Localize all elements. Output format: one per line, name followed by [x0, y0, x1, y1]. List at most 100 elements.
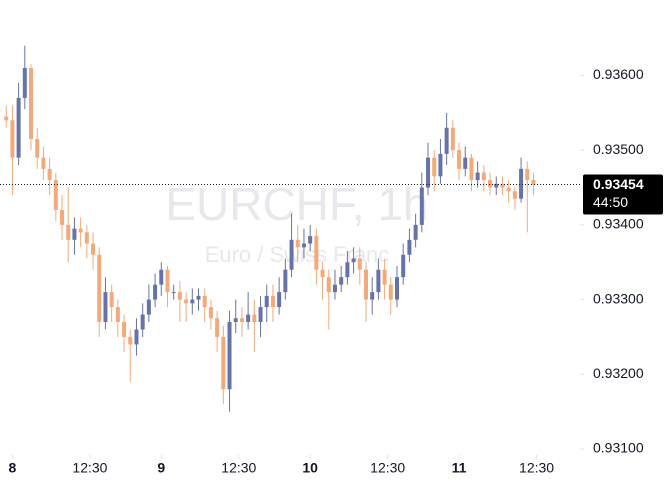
candle-body: [264, 295, 269, 308]
candle-body: [320, 269, 325, 278]
candle-body: [171, 292, 176, 294]
candle-body: [165, 269, 170, 293]
candle-body: [370, 292, 375, 300]
candle-body: [357, 258, 362, 270]
candle-body: [531, 180, 536, 185]
candle-body: [295, 239, 300, 248]
candle-body: [153, 284, 158, 300]
candle-body: [159, 269, 164, 285]
candle-body: [475, 172, 480, 181]
candle-body: [395, 277, 400, 300]
candle-body: [457, 150, 462, 169]
candle-body: [444, 127, 449, 154]
candle-body: [419, 187, 424, 225]
candle-body: [326, 277, 331, 293]
x-tick-label: 12:30: [221, 460, 256, 476]
candle-body: [140, 314, 145, 330]
candle-body: [97, 254, 102, 323]
candle-body: [41, 157, 46, 169]
candle-body: [109, 292, 114, 308]
candle-body: [512, 191, 517, 199]
candle-body: [122, 322, 127, 337]
x-tick-label: 10: [302, 460, 318, 476]
candle-body: [134, 329, 139, 345]
candle-body: [196, 295, 201, 300]
x-tick-label: 12:30: [72, 460, 107, 476]
candle-body: [227, 322, 232, 390]
candle-body: [401, 254, 406, 278]
candle-body: [413, 224, 418, 240]
candle-body: [246, 314, 251, 323]
watermark-title: EURCHF, 1h: [165, 178, 428, 230]
candle-body: [314, 236, 319, 270]
candle-body: [450, 127, 455, 151]
y-tick-label: 0.93500: [593, 141, 644, 157]
candle-body: [345, 262, 350, 278]
candle-body: [258, 307, 263, 323]
candle-body: [500, 183, 505, 188]
candle-body: [84, 232, 89, 244]
x-tick-label: 8: [9, 460, 17, 476]
y-tick-label: 0.93600: [593, 66, 644, 82]
candle-body: [35, 138, 40, 158]
y-tick-label: 0.93400: [593, 216, 644, 232]
candle-body: [16, 97, 21, 158]
candle-body: [426, 157, 431, 188]
candle-body: [22, 67, 27, 98]
candle-body: [72, 228, 77, 240]
y-tick-label: 0.93300: [593, 290, 644, 306]
candle-body: [78, 228, 83, 233]
candle-body: [208, 307, 213, 319]
candle-body: [277, 292, 282, 308]
candle-body: [177, 292, 182, 300]
candle-body: [270, 295, 275, 308]
candle-body: [388, 284, 393, 300]
candle-body: [351, 258, 356, 263]
y-tick-label: 0.93100: [593, 440, 644, 456]
last-price-box: [583, 174, 663, 215]
candle-body: [4, 116, 9, 121]
candle-body: [506, 187, 511, 192]
candle-body: [376, 269, 381, 293]
candle-body: [525, 168, 530, 181]
candle-body: [91, 243, 96, 255]
candle-body: [283, 269, 288, 293]
candle-body: [146, 299, 151, 315]
x-tick-label: 11: [452, 460, 467, 476]
candle-body: [239, 318, 244, 323]
candle-body: [115, 307, 120, 323]
candle-body: [66, 224, 71, 240]
candle-body: [469, 157, 474, 181]
candle-body: [382, 269, 387, 285]
candle-body: [190, 299, 195, 304]
candle-body: [128, 336, 133, 345]
candle-body: [221, 336, 226, 390]
candle-body: [60, 209, 65, 225]
candle-body: [463, 157, 468, 169]
candle-body: [215, 318, 220, 337]
candle-body: [289, 239, 294, 270]
candle-body: [432, 157, 437, 177]
candle-body: [252, 314, 257, 323]
candle-body: [184, 299, 189, 304]
candle-body: [53, 180, 58, 210]
candle-body: [47, 168, 52, 181]
last-price-label: 0.93454: [593, 176, 644, 192]
candle-body: [308, 236, 313, 244]
candle-body: [29, 67, 34, 139]
candle-body: [481, 172, 486, 181]
candle-body: [103, 292, 108, 323]
candle-body: [301, 243, 306, 248]
x-tick-label: 12:30: [519, 460, 554, 476]
candle-body: [488, 180, 493, 188]
candle-body: [10, 120, 15, 158]
x-tick-label: 12:30: [370, 460, 405, 476]
countdown-label: 44:50: [593, 194, 628, 210]
candle-body: [438, 153, 443, 177]
candle-body: [519, 168, 524, 199]
candle-body: [332, 284, 337, 293]
candle-body: [233, 318, 238, 323]
candle-body: [339, 277, 344, 285]
candle-body: [363, 269, 368, 300]
